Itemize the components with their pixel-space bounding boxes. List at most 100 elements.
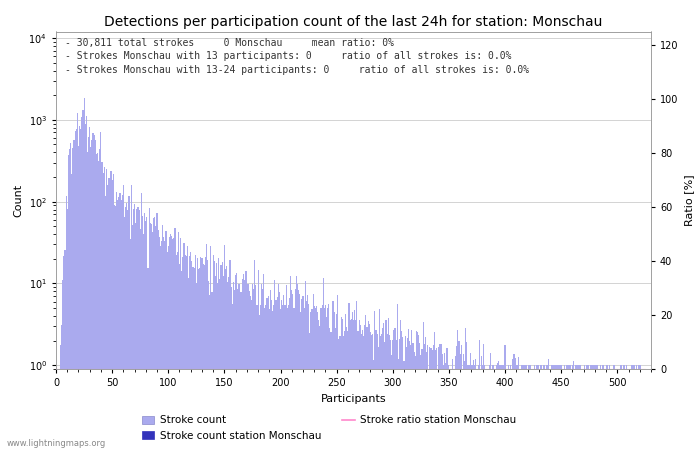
Bar xyxy=(208,281,209,450)
Bar xyxy=(366,327,368,450)
Bar xyxy=(76,129,77,450)
Bar xyxy=(470,353,471,450)
Bar xyxy=(427,345,428,450)
Bar xyxy=(189,256,190,450)
Bar xyxy=(274,280,276,450)
Bar xyxy=(638,365,639,450)
Bar xyxy=(161,241,162,450)
Bar xyxy=(102,162,103,450)
Bar xyxy=(190,252,191,450)
Bar xyxy=(501,365,503,450)
Bar xyxy=(68,155,69,450)
Bar xyxy=(446,348,447,450)
Bar xyxy=(150,223,151,450)
Bar xyxy=(576,365,578,450)
Bar xyxy=(89,127,90,450)
Bar xyxy=(553,365,554,450)
Bar xyxy=(133,209,134,450)
Bar xyxy=(458,341,460,450)
Bar xyxy=(127,210,128,450)
Bar xyxy=(384,342,386,450)
Bar xyxy=(575,365,576,450)
Bar xyxy=(248,291,250,450)
Bar xyxy=(219,279,220,450)
Bar xyxy=(528,365,529,450)
Bar xyxy=(399,339,400,450)
Bar xyxy=(72,148,74,450)
Bar xyxy=(444,353,445,450)
Bar xyxy=(483,344,484,450)
Bar xyxy=(402,337,403,450)
Bar xyxy=(223,276,224,450)
Bar xyxy=(206,244,207,450)
Bar xyxy=(639,365,640,450)
Bar xyxy=(356,301,358,450)
Bar xyxy=(328,304,330,450)
Bar xyxy=(593,365,594,450)
Bar xyxy=(181,271,182,450)
Bar xyxy=(606,365,607,450)
Bar xyxy=(352,312,353,450)
Bar xyxy=(590,365,591,450)
Bar xyxy=(403,361,405,450)
Bar xyxy=(180,238,181,450)
Bar xyxy=(100,131,102,450)
Bar xyxy=(198,270,199,450)
Bar xyxy=(278,284,279,450)
Bar xyxy=(474,365,475,450)
Bar xyxy=(167,252,168,450)
Bar xyxy=(220,265,222,450)
Bar xyxy=(142,216,143,450)
Bar xyxy=(484,365,485,450)
Bar xyxy=(207,260,208,450)
Bar xyxy=(136,209,137,450)
Bar xyxy=(300,312,301,450)
Bar xyxy=(529,365,531,450)
Bar xyxy=(317,312,318,450)
Bar xyxy=(165,231,167,450)
Bar xyxy=(510,365,511,450)
Bar xyxy=(325,305,326,450)
Bar xyxy=(132,225,133,450)
Bar xyxy=(602,365,603,450)
Bar xyxy=(498,361,499,450)
Bar xyxy=(96,154,97,450)
Bar xyxy=(90,147,92,450)
Bar xyxy=(215,276,216,450)
Bar xyxy=(398,359,399,450)
Bar xyxy=(202,264,204,450)
Bar xyxy=(236,273,237,450)
Bar xyxy=(327,308,328,450)
Bar xyxy=(299,294,300,450)
Bar xyxy=(381,333,382,450)
Bar xyxy=(87,152,88,450)
Bar xyxy=(343,336,344,450)
Bar xyxy=(182,256,183,450)
Bar xyxy=(500,365,501,450)
Bar xyxy=(144,213,146,450)
Bar xyxy=(115,207,116,450)
Bar xyxy=(371,335,372,450)
Bar xyxy=(148,208,150,450)
Bar xyxy=(550,365,552,450)
Bar xyxy=(265,305,267,450)
Bar xyxy=(246,271,247,450)
Bar xyxy=(250,296,251,450)
Bar xyxy=(195,255,196,450)
Bar xyxy=(252,284,253,450)
Bar xyxy=(188,278,189,450)
Bar xyxy=(391,355,392,450)
Bar xyxy=(290,276,291,450)
Bar xyxy=(273,305,274,450)
Bar xyxy=(369,324,370,450)
Bar xyxy=(336,314,337,450)
Bar xyxy=(216,263,217,450)
Bar xyxy=(330,333,332,450)
Bar xyxy=(475,359,477,450)
Bar xyxy=(155,226,157,450)
Bar xyxy=(66,209,68,450)
Bar xyxy=(71,174,72,450)
Bar xyxy=(362,330,363,450)
Bar xyxy=(94,135,95,450)
Bar xyxy=(262,289,263,450)
